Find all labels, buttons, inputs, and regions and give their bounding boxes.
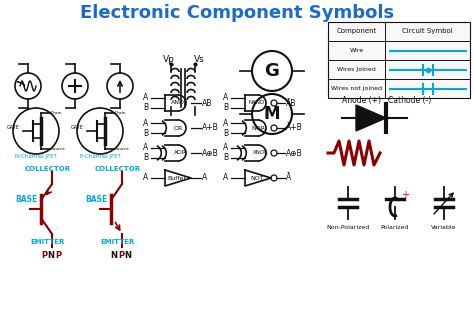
Polygon shape: [356, 105, 386, 131]
Text: +: +: [401, 190, 409, 200]
Text: A: A: [143, 118, 148, 127]
Text: Component: Component: [336, 28, 376, 34]
Text: Wires not joined: Wires not joined: [331, 86, 382, 91]
Text: A⊕B: A⊕B: [202, 149, 219, 157]
Text: NAND: NAND: [248, 100, 265, 106]
Text: Source: Source: [115, 147, 130, 151]
Text: A: A: [223, 118, 228, 127]
Text: N-Channel JFET: N-Channel JFET: [15, 154, 57, 159]
Text: ĀB: ĀB: [286, 99, 296, 107]
Text: A: A: [143, 94, 148, 102]
Text: XOR: XOR: [174, 150, 187, 155]
Text: Drain: Drain: [51, 111, 63, 115]
Text: A: A: [223, 143, 228, 153]
Text: GATE: GATE: [7, 125, 20, 130]
Text: NOR: NOR: [251, 125, 265, 131]
Text: AND: AND: [171, 100, 185, 106]
Text: N: N: [47, 251, 55, 259]
Text: B: B: [223, 104, 228, 112]
Text: B: B: [143, 129, 148, 137]
Text: P-Channel JFET: P-Channel JFET: [80, 154, 120, 159]
Text: M: M: [264, 105, 280, 123]
Text: A: A: [143, 173, 148, 183]
Text: P: P: [55, 251, 61, 259]
Text: B: B: [143, 104, 148, 112]
Text: P: P: [41, 251, 47, 259]
Text: COLLECTOR: COLLECTOR: [95, 166, 141, 172]
Text: AB: AB: [202, 99, 212, 107]
Text: BASE: BASE: [85, 195, 107, 204]
Text: XNOR: XNOR: [253, 150, 269, 155]
Text: EMITTER: EMITTER: [101, 239, 135, 245]
Text: EMITTER: EMITTER: [31, 239, 65, 245]
Text: Buffer: Buffer: [167, 175, 186, 180]
Text: Wires Joined: Wires Joined: [337, 67, 376, 72]
Text: Ā+B: Ā+B: [286, 124, 303, 132]
Text: OR: OR: [173, 125, 182, 131]
Text: A: A: [143, 143, 148, 153]
Text: A⊕B: A⊕B: [286, 149, 303, 157]
Text: NOT: NOT: [250, 175, 264, 180]
Text: Wire: Wire: [349, 48, 364, 53]
Text: Electronic Component Symbols: Electronic Component Symbols: [80, 4, 394, 22]
Text: Circuit Symbol: Circuit Symbol: [402, 28, 453, 34]
Text: A+B: A+B: [202, 124, 219, 132]
Text: A: A: [202, 173, 207, 183]
Text: Drain: Drain: [115, 111, 127, 115]
Text: Vp: Vp: [163, 56, 175, 64]
Text: P: P: [118, 251, 124, 259]
Text: GATE: GATE: [71, 125, 84, 130]
Text: G: G: [264, 62, 280, 80]
Text: Ā: Ā: [286, 173, 291, 183]
Text: B: B: [223, 154, 228, 162]
Text: Source: Source: [51, 147, 66, 151]
Text: Vs: Vs: [193, 56, 204, 64]
Text: N: N: [125, 251, 131, 259]
Text: Polarized: Polarized: [381, 225, 409, 230]
Text: COLLECTOR: COLLECTOR: [25, 166, 71, 172]
Text: Anode (+): Anode (+): [342, 96, 381, 106]
Text: Variable: Variable: [431, 225, 457, 230]
Text: N: N: [110, 251, 118, 259]
Text: A: A: [223, 173, 228, 183]
Text: A: A: [223, 94, 228, 102]
Text: Non-Polarized: Non-Polarized: [327, 225, 370, 230]
Text: BASE: BASE: [15, 195, 37, 204]
Text: B: B: [223, 129, 228, 137]
Bar: [328, 22, 470, 98]
Text: B: B: [143, 154, 148, 162]
Text: Cathode (-): Cathode (-): [388, 96, 431, 106]
